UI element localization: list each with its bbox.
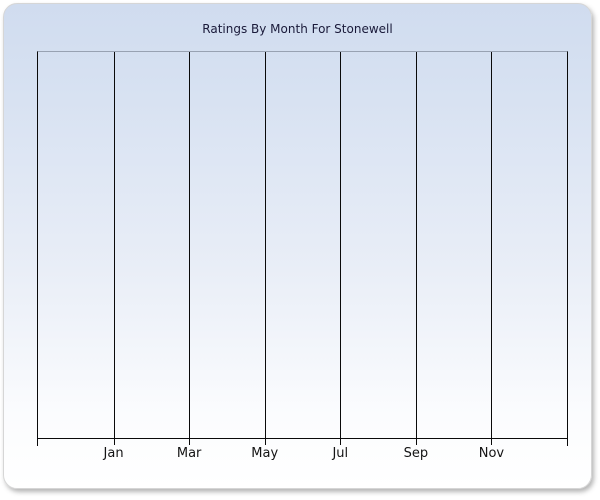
gridline (491, 52, 493, 445)
x-axis-label-mar: Mar (176, 446, 202, 461)
gridline (415, 52, 417, 445)
x-axis-label-nov: Nov (478, 446, 505, 461)
x-axis-label-jul: Jul (332, 446, 349, 461)
gridline (189, 52, 191, 445)
chart-title: Ratings By Month For Stonewell (202, 22, 393, 36)
gridline (340, 52, 342, 445)
x-axis-label-sep: Sep (403, 446, 429, 461)
gridline (113, 52, 115, 445)
gridline (264, 52, 266, 445)
axis-tick (567, 438, 568, 446)
x-axis-labels: Jan Mar May Jul Sep Nov (38, 446, 567, 464)
x-axis-label-jan: Jan (103, 446, 124, 461)
chart-widget: Ratings By Month For Stonewell Jan Mar M… (3, 3, 592, 489)
x-axis-label-may: May (251, 446, 279, 461)
plot-area (37, 51, 568, 446)
axis-tick (37, 438, 38, 446)
